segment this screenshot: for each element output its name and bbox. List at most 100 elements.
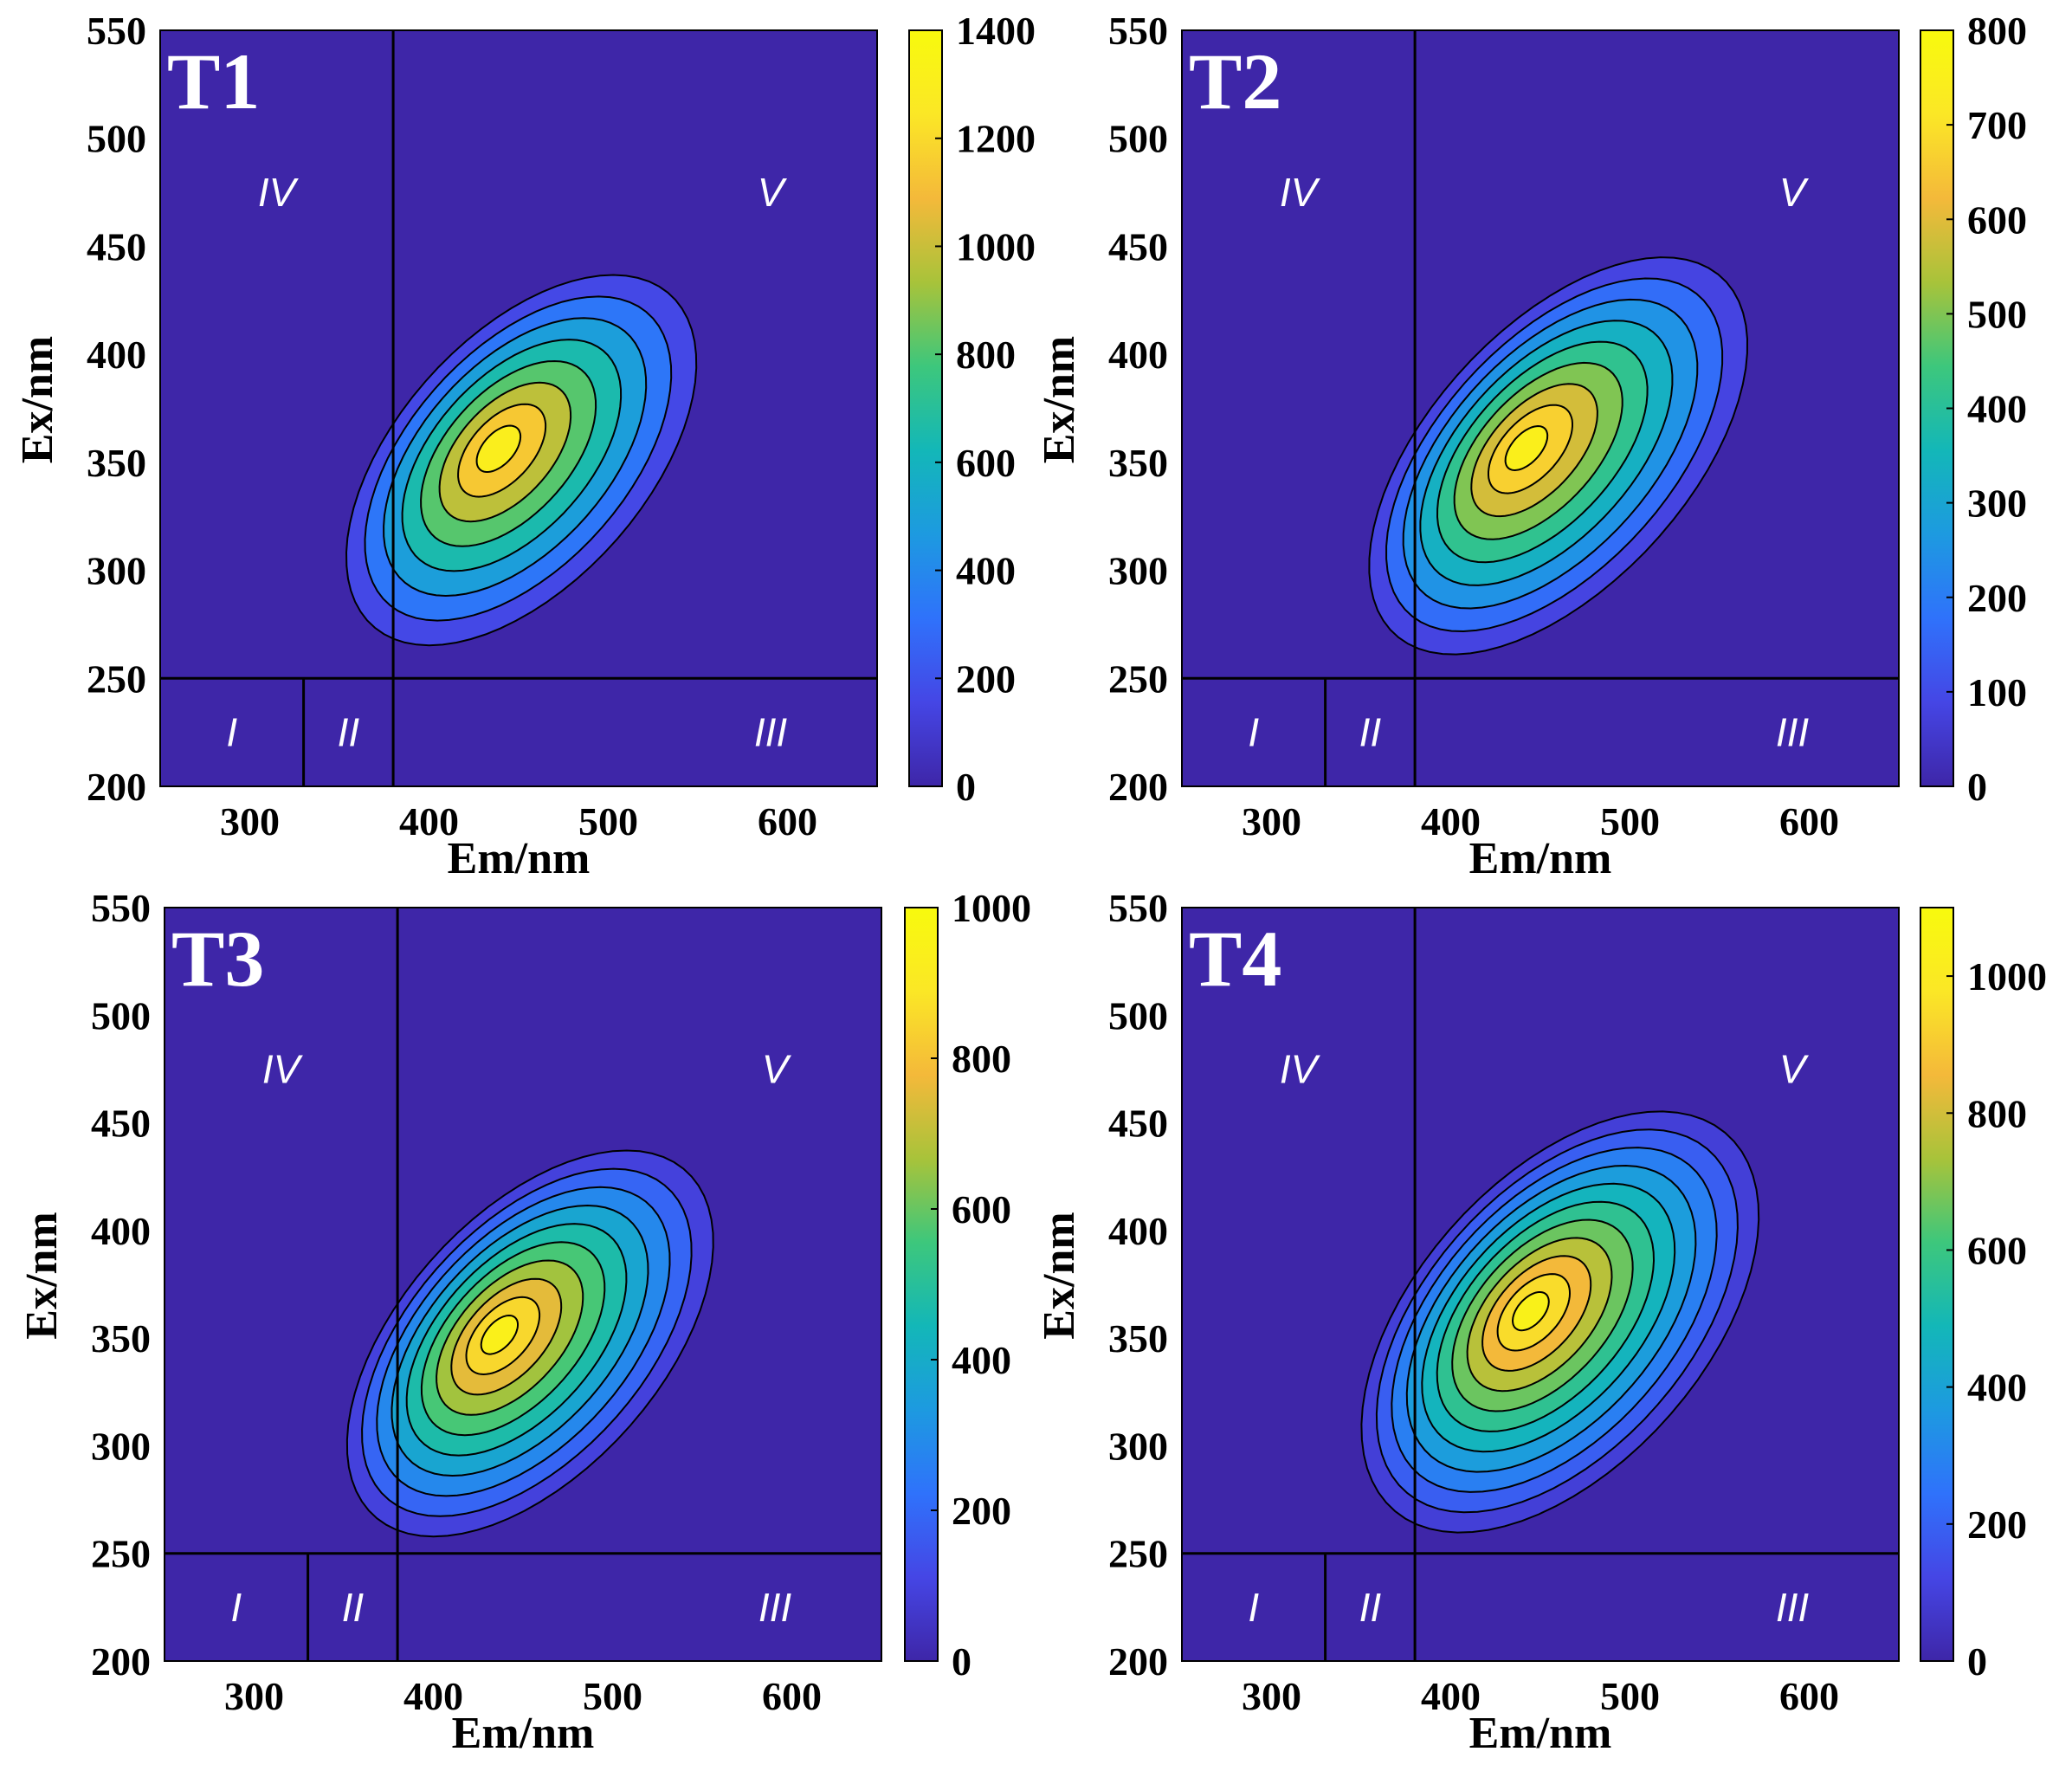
panel-label: T3 [171,915,264,1003]
region-label-i: I [1248,710,1259,755]
colorbar-tick-label: 0 [952,1639,971,1684]
y-axis-title: Ex/nm [17,1212,67,1339]
colorbar: 0 200 400 600 800 1000 [1920,907,2047,1684]
colorbar-gradient [908,29,943,787]
region-label-iii: III [1776,710,1810,755]
x-tick-label: 500 [583,1674,642,1718]
x-tick-label: 300 [1242,1674,1301,1718]
x-tick-label: 400 [1421,1674,1481,1718]
colorbar-tick-label: 0 [956,765,976,809]
region-label-i: I [1248,1585,1259,1630]
panel-label: T2 [1189,37,1281,126]
y-tick-label: 350 [1108,1316,1168,1361]
y-tick-label: 300 [1108,549,1168,593]
x-axis-title: Em/nm [448,834,591,883]
colorbar-tick-label: 800 [1967,9,2027,53]
colorbar-tick-label: 400 [952,1338,1011,1382]
y-tick-label: 250 [1108,656,1168,701]
y-tick-label: 550 [91,886,151,930]
y-tick-label: 400 [91,1209,151,1253]
y-tick-label: 450 [91,1102,151,1146]
colorbar-tick-label: 400 [1967,387,2027,431]
colorbar: 0 200 400 600 800 1000 1200 1400 [908,9,1036,809]
region-label-v: V [1779,170,1810,215]
x-tick-label: 500 [1600,799,1660,844]
contour-level-10 [480,1314,519,1355]
x-tick-label: 300 [220,799,280,844]
y-tick-label: 250 [1108,1532,1168,1576]
contour-level-8 [475,424,522,474]
region-label-i: I [230,1585,242,1630]
contour-level-9 [1504,424,1549,472]
colorbar-tick-label: 600 [1967,197,2027,242]
region-label-v: V [758,170,788,215]
plot-frame [159,29,878,787]
y-tick-label: 500 [1108,117,1168,161]
y-tick-label: 250 [87,656,146,701]
y-axis-title: Ex/nm [13,336,62,463]
colorbar-tick-label: 800 [952,1037,1011,1081]
y-tick-label: 200 [87,765,146,809]
x-axis-title: Em/nm [1469,1709,1612,1758]
colorbar-tick-label: 600 [1967,1228,2027,1272]
contour-bands [1368,256,1749,656]
y-tick-label: 450 [87,224,146,268]
region-label-iv: IV [258,170,300,215]
region-label-iv: IV [262,1046,304,1091]
x-tick-label: 600 [762,1674,822,1718]
y-tick-label: 550 [1108,9,1168,53]
region-label-iii: III [758,1585,792,1630]
x-tick-label: 500 [1600,1674,1660,1718]
colorbar-tick-label: 0 [1967,765,1987,809]
colorbar-tick-label: 1000 [1967,954,2047,999]
colorbar: 0 100 200 300 400 500 600 700 800 [1920,9,2027,809]
x-tick-label: 400 [403,1674,463,1718]
region-label-i: I [226,710,237,755]
x-axis-title: Em/nm [1469,834,1612,883]
y-tick-label: 450 [1108,224,1168,268]
colorbar-tick-label: 700 [1967,103,2027,147]
colorbar-tick-label: 200 [956,656,1016,701]
region-label-v: V [762,1046,792,1091]
colorbar-tick-label: 1000 [952,886,1031,930]
y-axis-title: Ex/nm [1035,1212,1084,1339]
contour-bands [345,1149,714,1538]
colorbar-tick-label: 600 [952,1187,1011,1231]
plot-frame [1181,29,1900,787]
contour-level-11 [1511,1291,1550,1332]
colorbar-tick-label: 1400 [956,9,1036,53]
region-label-iv: IV [1280,170,1321,215]
region-label-ii: II [338,710,360,755]
x-tick-label: 400 [1421,799,1481,844]
region-label-ii: II [1359,710,1382,755]
colorbar-tick-label: 200 [1967,1503,2027,1547]
region-label-iii: III [754,710,788,755]
contour-bands [1360,1110,1760,1534]
panel-label: T1 [167,37,260,126]
y-axis-title: Ex/nm [1035,336,1084,463]
y-tick-label: 500 [91,993,151,1037]
y-tick-label: 300 [1108,1424,1168,1468]
region-label-iv: IV [1280,1046,1321,1091]
y-tick-label: 200 [91,1639,151,1684]
colorbar-tick-label: 400 [1967,1366,2027,1410]
y-tick-label: 200 [1108,1639,1168,1684]
x-tick-label: 300 [224,1674,284,1718]
y-tick-label: 400 [1108,333,1168,377]
region-label-v: V [1779,1046,1810,1091]
region-label-ii: II [342,1585,365,1630]
x-tick-label: 500 [578,799,638,844]
colorbar-tick-label: 0 [1967,1639,1987,1684]
colorbar-tick-label: 1000 [956,224,1036,268]
y-tick-label: 250 [91,1532,151,1576]
y-tick-label: 500 [1108,993,1168,1037]
y-tick-label: 350 [91,1316,151,1361]
region-label-iii: III [1776,1585,1810,1630]
colorbar-gradient [1920,907,1954,1662]
plot-frame [164,907,882,1662]
y-tick-label: 550 [1108,886,1168,930]
